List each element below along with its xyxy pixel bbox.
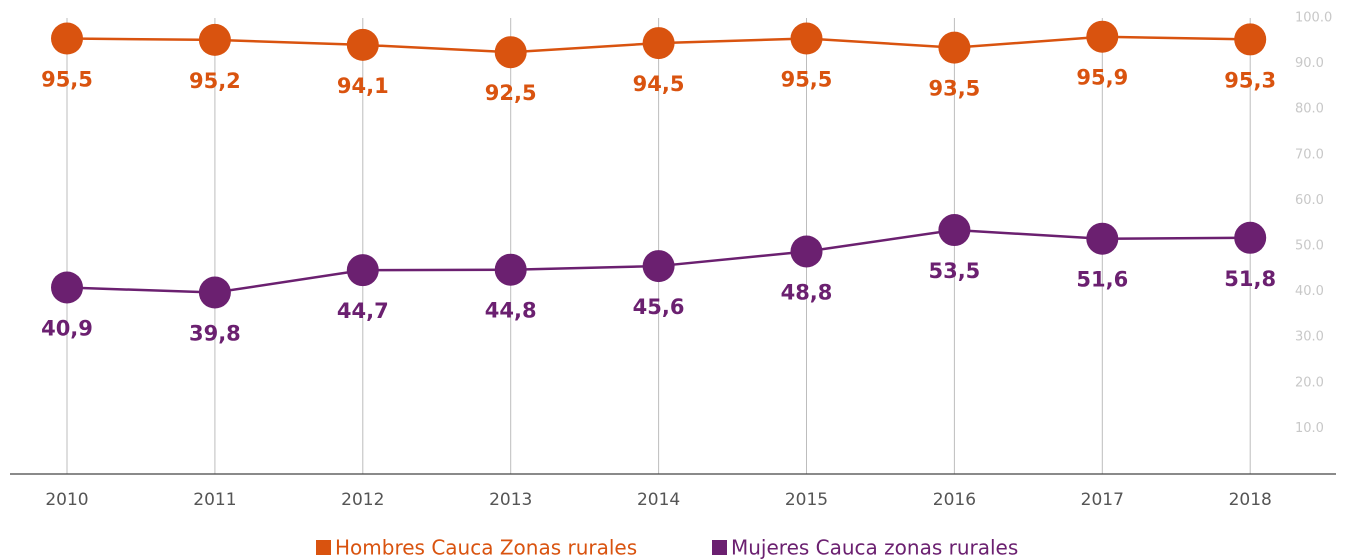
value-label: 48,8 (781, 280, 833, 304)
value-label: 94,5 (633, 72, 685, 96)
point (51, 271, 83, 304)
point (938, 31, 971, 64)
x-tick-label: 2015 (785, 490, 828, 510)
x-tick-label: 2013 (489, 490, 532, 510)
value-label: 44,7 (337, 299, 389, 323)
x-tick-label: 2017 (1081, 490, 1124, 510)
value-label: 39,8 (189, 322, 241, 346)
y-tick-label: 100.0 (1295, 11, 1332, 26)
value-label: 53,5 (928, 259, 980, 283)
point (938, 214, 971, 247)
y-tick-label: 30.0 (1295, 330, 1324, 345)
value-label: 51,8 (1224, 267, 1276, 291)
point (346, 28, 379, 61)
point (1234, 23, 1267, 56)
value-label: 95,2 (189, 69, 241, 93)
point (642, 27, 675, 60)
value-label: 95,9 (1076, 66, 1128, 90)
point (346, 254, 379, 287)
value-label: 93,5 (928, 77, 980, 101)
point (1086, 222, 1119, 255)
point (642, 250, 675, 283)
point (790, 22, 823, 55)
y-tick-label: 50.0 (1295, 239, 1324, 254)
value-label: 94,1 (337, 74, 389, 98)
value-label: 92,5 (485, 81, 537, 105)
point (198, 276, 231, 309)
x-tick-label: 2018 (1229, 490, 1272, 510)
y-tick-label: 70.0 (1295, 147, 1324, 162)
point (198, 23, 231, 56)
value-label: 45,6 (633, 295, 685, 319)
legend-label: Hombres Cauca Zonas rurales (335, 536, 637, 560)
point (790, 235, 823, 268)
x-tick-label: 2012 (341, 490, 384, 510)
x-tick-label: 2014 (637, 490, 680, 510)
value-label: 95,3 (1224, 68, 1276, 92)
x-tick-label: 2010 (45, 490, 88, 510)
y-tick-label: 90.0 (1295, 56, 1324, 71)
legend-label: Mujeres Cauca zonas rurales (731, 536, 1018, 560)
point (494, 36, 527, 69)
point (1086, 20, 1119, 53)
x-tick-label: 2011 (193, 490, 236, 510)
y-tick-label: 10.0 (1295, 421, 1324, 436)
legend-swatch (316, 540, 331, 555)
value-label: 95,5 (41, 68, 93, 92)
value-label: 44,8 (485, 299, 537, 323)
point (51, 22, 83, 55)
y-tick-label: 20.0 (1295, 375, 1324, 390)
y-tick-label: 80.0 (1295, 102, 1324, 117)
value-label: 95,5 (781, 68, 833, 92)
x-tick-label: 2016 (933, 490, 976, 510)
value-label: 40,9 (41, 316, 93, 340)
value-label: 51,6 (1076, 268, 1128, 292)
point (494, 253, 527, 286)
y-tick-label: 40.0 (1295, 284, 1324, 299)
legend-swatch (712, 540, 727, 555)
point (1234, 221, 1267, 254)
y-tick-label: 60.0 (1295, 193, 1324, 208)
